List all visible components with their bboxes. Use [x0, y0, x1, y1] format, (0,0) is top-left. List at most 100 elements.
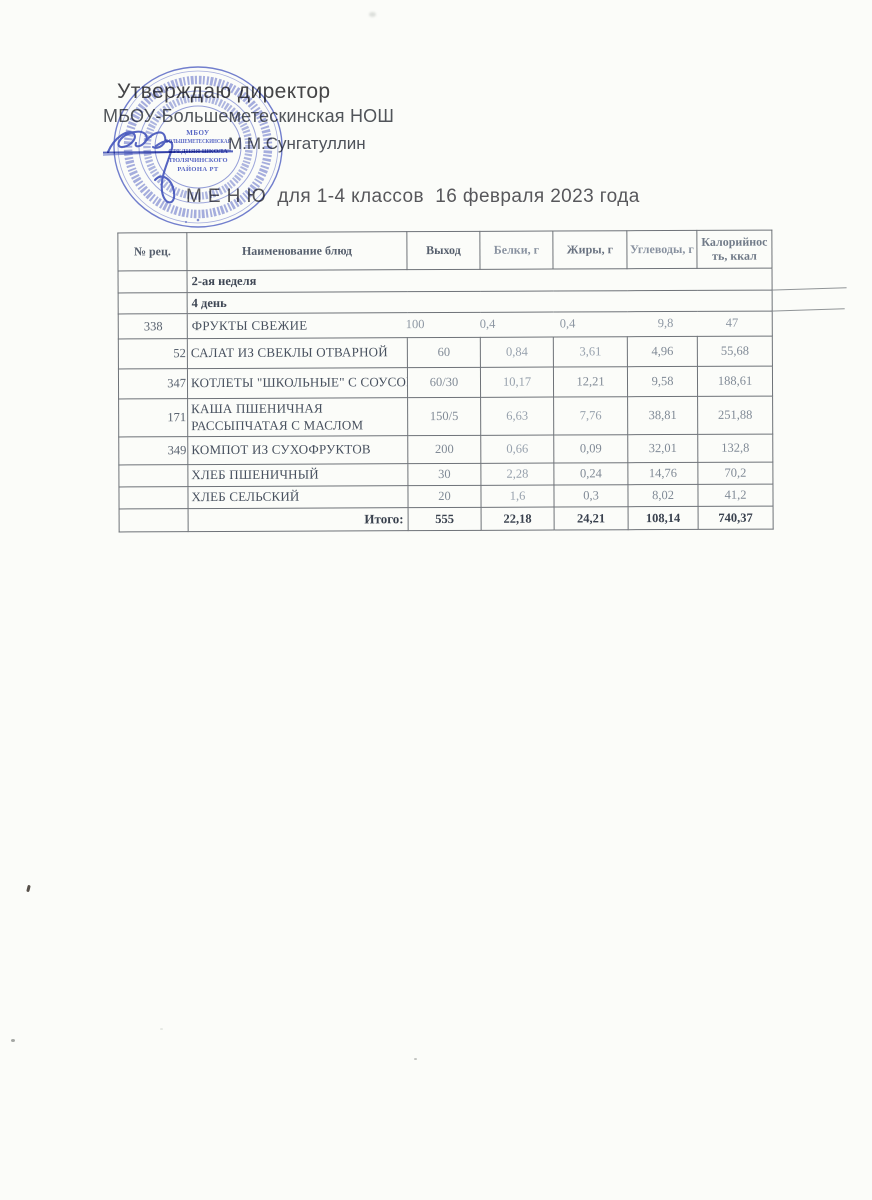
kcal-value: 70,2 — [697, 462, 773, 485]
kcal-value: 251,88 — [697, 396, 773, 435]
empty-cell — [118, 270, 188, 293]
total-kcal: 740,37 — [698, 506, 774, 530]
day-label-row: 4 день — [118, 290, 773, 314]
out-value: 60/30 — [407, 367, 481, 398]
total-label: Итого: — [188, 507, 409, 532]
col-header-dish-name: Наименование блюд — [186, 231, 408, 271]
carbs-value: 32,01 — [627, 434, 698, 463]
scan-speck — [160, 1028, 163, 1030]
dish-name: ФРУКТЫ СВЕЖИЕ — [191, 317, 308, 334]
carbs-value: 4,96 — [627, 336, 698, 367]
col-header-kcal: Калорийность, ккал — [696, 230, 773, 269]
recipe-no: 52 — [118, 338, 188, 369]
recipe-no: 347 — [118, 368, 188, 399]
total-fat: 24,21 — [554, 506, 629, 531]
stamp-line: БОЛЬШЕМЕТЕСКИНСКАЯ — [165, 139, 232, 145]
table-row: 349 КОМПОТ ИЗ СУХОФРУКТОВ 200 0,66 0,09 … — [118, 434, 773, 465]
menu-table-wrap: № рец. Наименование блюд Выход Белки, г … — [117, 230, 847, 533]
school-stamp-icon — [102, 66, 283, 228]
week-label-row: 2-ая неделя — [118, 268, 773, 293]
table-row-fruit: 338 ФРУКТЫ СВЕЖИЕ 100 0,4 0,4 9,8 47 — [118, 311, 773, 339]
kcal-value: 41,2 — [697, 484, 774, 507]
col-header-recipe-no: № рец. — [117, 232, 188, 271]
out-value: 60 — [407, 337, 481, 368]
dish-name: ХЛЕБ ПШЕНИЧНЫЙ — [187, 463, 408, 487]
carbs-value: 8,02 — [627, 484, 699, 507]
kcal-value: 132,8 — [697, 434, 773, 463]
protein-value: 0,4 — [479, 316, 496, 331]
protein-value: 10,17 — [480, 367, 554, 398]
week-label: 2-ая неделя — [187, 268, 773, 293]
table-row: ХЛЕБ СЕЛЬСКИЙ 20 1,6 0,3 8,02 41,2 — [118, 484, 774, 509]
page-title: М Е Н Ю для 1-4 классов 16 февраля 2023 … — [186, 186, 640, 207]
ruled-line-extension — [770, 287, 847, 291]
table-row: 171 КАША ПШЕНИЧНАЯ РАССЫПЧАТАЯ С МАСЛОМ … — [118, 396, 773, 437]
fat-value: 7,76 — [553, 396, 628, 436]
table-header-row: № рец. Наименование блюд Выход Белки, г … — [117, 230, 773, 271]
fat-value: 0,09 — [553, 434, 628, 464]
scan-speck — [11, 1039, 15, 1042]
out-value: 20 — [407, 485, 482, 508]
protein-value: 0,66 — [480, 435, 554, 464]
stamp-center-text: МБОУ БОЛЬШЕМЕТЕСКИНСКАЯ СРЕДНЯЯ ШКОЛА ТЮ… — [158, 129, 238, 175]
fat-value: 0,3 — [553, 484, 629, 508]
total-protein: 22,18 — [481, 507, 555, 531]
director-name: М.М.Сунгатуллин — [228, 134, 366, 153]
table-total-row: Итого: 555 22,18 24,21 108,14 740,37 — [119, 506, 774, 532]
out-value: 30 — [407, 463, 481, 486]
carbs-value: 9,58 — [627, 366, 698, 397]
dish-name: САЛАТ ИЗ СВЕКЛЫ ОТВАРНОЙ — [187, 337, 408, 369]
kcal-value: 55,68 — [697, 336, 773, 367]
dish-name: ХЛЕБ СЕЛЬСКИЙ — [187, 485, 409, 509]
stamp-line: РАЙОНА РТ — [177, 166, 219, 173]
recipe-no: 338 — [118, 313, 188, 339]
out-value: 200 — [407, 435, 481, 464]
fat-value: 0,4 — [559, 316, 576, 331]
recipe-no — [118, 486, 189, 509]
scan-speck — [369, 12, 376, 17]
stamp-line: ТЮЛЯЧИНСКОГО — [168, 157, 228, 164]
table-row: ХЛЕБ ПШЕНИЧНЫЙ 30 2,28 0,24 14,76 70,2 — [118, 462, 773, 487]
kcal-value: 47 — [725, 315, 739, 330]
col-header-carbs: Углеводы, г — [626, 230, 698, 269]
out-value: 100 — [405, 317, 425, 332]
protein-value: 6,63 — [480, 397, 554, 436]
protein-value: 0,84 — [480, 337, 554, 368]
fat-value: 3,61 — [553, 336, 628, 368]
dish-name: КОМПОТ ИЗ СУХОФРУКТОВ — [187, 435, 408, 465]
recipe-no — [118, 464, 188, 487]
protein-value: 1,6 — [480, 485, 555, 508]
empty-cell — [118, 292, 188, 314]
total-carbs: 108,14 — [628, 506, 699, 530]
school-name: МБОУ-Большеметескинская НОШ — [103, 106, 395, 126]
col-header-protein: Белки, г — [479, 231, 554, 270]
carbs-value: 38,81 — [627, 396, 698, 435]
empty-cell — [119, 508, 189, 532]
scan-speck — [26, 884, 31, 893]
recipe-no: 171 — [118, 398, 188, 437]
total-out: 555 — [408, 507, 482, 531]
kcal-value: 188,61 — [697, 366, 773, 397]
fat-value: 12,21 — [553, 366, 628, 398]
day-label: 4 день — [187, 290, 773, 314]
carbs-value: 9,8 — [657, 316, 674, 331]
table-row: 347 КОТЛЕТЫ "ШКОЛЬНЫЕ" С СОУСОМ 60/30 10… — [118, 366, 773, 399]
out-value: 150/5 — [407, 397, 481, 436]
col-header-out: Выход — [406, 231, 481, 270]
menu-table: № рец. Наименование блюд Выход Белки, г … — [117, 230, 774, 533]
signature-icon — [106, 130, 176, 204]
fat-value: 0,24 — [553, 462, 628, 486]
ruled-line-extension — [770, 308, 845, 312]
stamp-line: МБОУ — [186, 129, 210, 137]
fruit-row-cell: ФРУКТЫ СВЕЖИЕ 100 0,4 0,4 9,8 47 — [187, 311, 773, 339]
recipe-no: 349 — [118, 436, 188, 465]
carbs-value: 14,76 — [627, 462, 698, 485]
col-header-fat: Жиры, г — [552, 230, 628, 270]
protein-value: 2,28 — [480, 463, 554, 486]
table-row: 52 САЛАТ ИЗ СВЕКЛЫ ОТВАРНОЙ 60 0,84 3,61… — [118, 336, 773, 369]
dish-name: КОТЛЕТЫ "ШКОЛЬНЫЕ" С СОУСОМ — [187, 367, 408, 399]
dish-name: КАША ПШЕНИЧНАЯ РАССЫПЧАТАЯ С МАСЛОМ — [187, 397, 408, 437]
stamp-line: СРЕДНЯЯ ШКОЛА — [168, 148, 228, 155]
scan-speck — [414, 1058, 417, 1060]
